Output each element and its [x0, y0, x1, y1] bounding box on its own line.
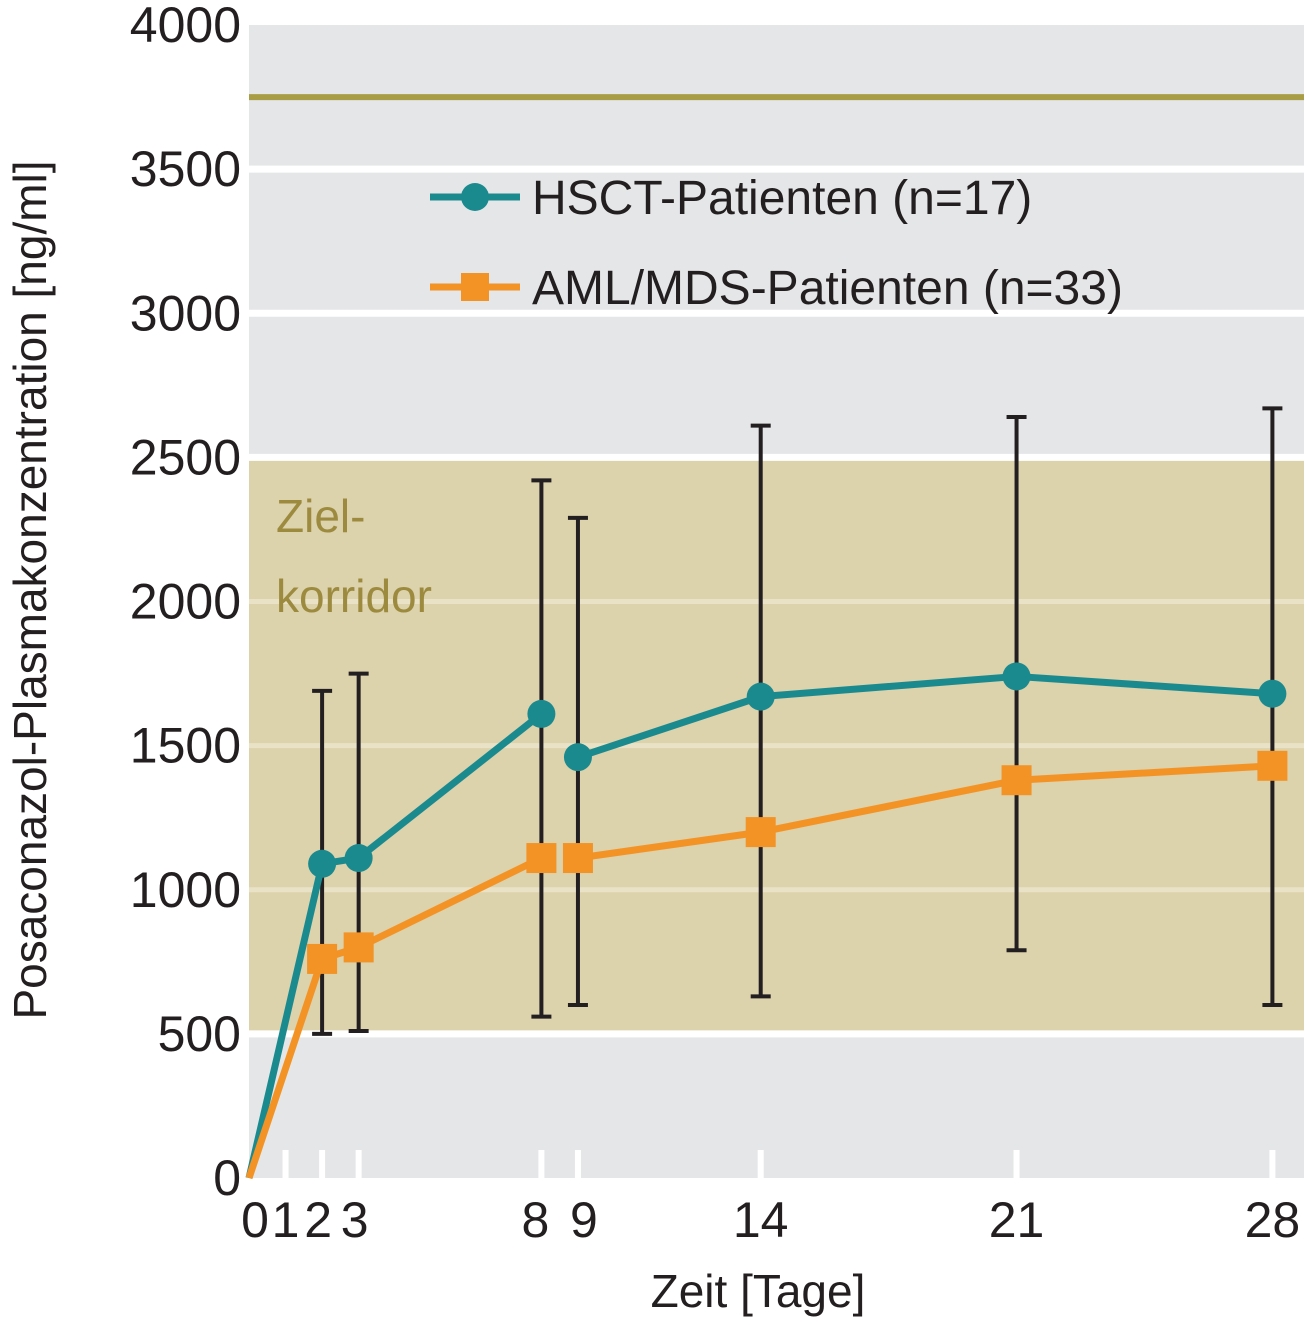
- y-tick-label: 0: [213, 1150, 241, 1206]
- x-tick-label: 2: [304, 1192, 332, 1248]
- x-tick-label: 8: [521, 1192, 549, 1248]
- x-tick-marks: [282, 1150, 1276, 1178]
- data-point: [745, 817, 776, 848]
- y-tick-label: 2000: [130, 574, 241, 630]
- target-band-label-line2: korridor: [276, 570, 432, 622]
- legend-marker-hsct: [461, 183, 489, 211]
- x-axis-title: Zeit [Tage]: [651, 1265, 866, 1317]
- series-line: [577, 762, 1273, 862]
- series-hsct: [245, 662, 1287, 1179]
- y-tick-label: 3500: [130, 141, 241, 197]
- data-point: [1258, 679, 1287, 708]
- x-tick-label: 1: [272, 1192, 300, 1248]
- data-point: [1257, 750, 1288, 781]
- data-point: [344, 844, 373, 873]
- series-layer: [245, 662, 1288, 1180]
- series-aml-mds: [245, 750, 1288, 1180]
- series-line: [245, 711, 544, 1179]
- x-tick-labels: 0 1 2 3 8 9 14 21 28: [241, 1192, 1300, 1248]
- legend: HSCT-Patienten (n=17) AML/MDS-Patienten …: [430, 172, 1123, 315]
- gridlines: [249, 165, 1304, 1038]
- legend-entry-aml-mds: AML/MDS-Patienten (n=33): [430, 262, 1123, 315]
- legend-marker-aml-mds: [461, 273, 489, 301]
- legend-entry-hsct: HSCT-Patienten (n=17): [430, 172, 1032, 225]
- x-tick-label: 28: [1245, 1192, 1301, 1248]
- y-tick-label: 1500: [130, 718, 241, 774]
- y-tick-label: 4000: [130, 0, 241, 53]
- series-line: [576, 672, 1273, 761]
- legend-label-aml-mds: AML/MDS-Patienten (n=33): [532, 262, 1123, 315]
- data-point: [307, 943, 338, 974]
- series-line: [245, 854, 543, 1180]
- y-tick-label: 500: [158, 1006, 241, 1062]
- data-point: [343, 932, 374, 963]
- data-point: [526, 843, 557, 874]
- x-tick-label: 9: [570, 1192, 598, 1248]
- error-bar: [750, 423, 771, 999]
- y-tick-label: 3000: [130, 285, 241, 341]
- legend-label-hsct: HSCT-Patienten (n=17): [532, 172, 1032, 225]
- data-point: [746, 682, 775, 711]
- y-axis-title: Posaconazol-Plasmakonzentration [ng/ml]: [4, 160, 56, 1019]
- x-tick-label: 0: [241, 1192, 269, 1248]
- data-point: [527, 699, 556, 728]
- x-tick-label: 14: [733, 1192, 789, 1248]
- data-point: [1002, 662, 1031, 691]
- y-tick-label: 1000: [130, 862, 241, 918]
- x-tick-label: 21: [989, 1192, 1045, 1248]
- data-point: [563, 743, 592, 772]
- x-tick-label: 3: [341, 1192, 369, 1248]
- data-point: [1001, 765, 1032, 796]
- y-tick-labels: 0 500 1000 1500 2000 2500 3000 3500 4000: [130, 0, 241, 1206]
- data-point: [562, 843, 593, 874]
- data-point: [308, 849, 337, 878]
- error-bar: [531, 478, 552, 1019]
- target-band-label-line1: Ziel-: [276, 490, 365, 542]
- target-band-label: Ziel- korridor: [276, 490, 432, 622]
- y-tick-label: 2500: [130, 429, 241, 485]
